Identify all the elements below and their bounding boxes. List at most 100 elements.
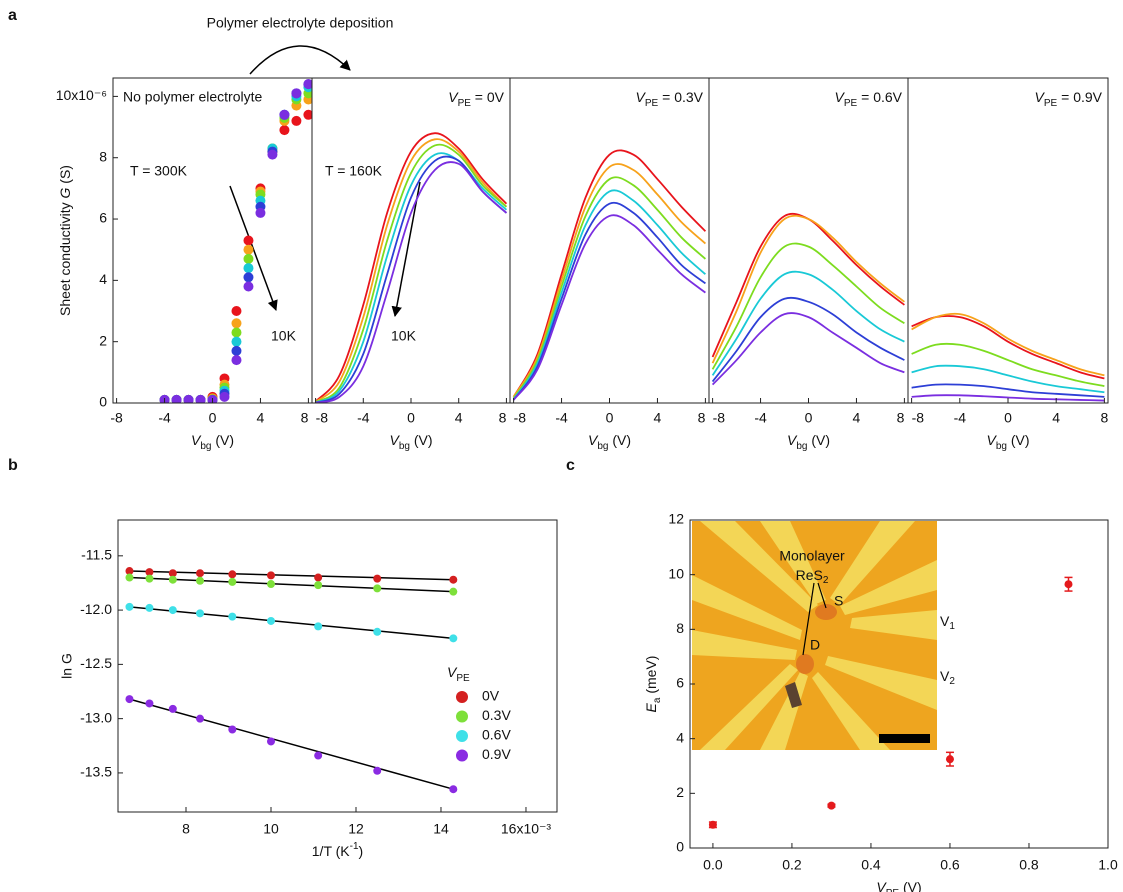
legend-marker xyxy=(456,710,468,723)
inset-label: V2 xyxy=(940,668,955,687)
x-tick-label: 4 xyxy=(455,410,463,426)
label-part: PE xyxy=(844,98,858,109)
y-tick-label: 0 xyxy=(99,394,107,410)
marker xyxy=(243,263,254,274)
curve xyxy=(711,296,905,383)
axis-label: VPE = 0.6V xyxy=(835,89,903,109)
x-tick-label: 10 xyxy=(263,821,279,837)
annotation: T = 160K xyxy=(325,163,383,179)
x-tick-label: 4 xyxy=(654,410,662,426)
marker xyxy=(168,704,177,713)
curve xyxy=(911,364,1105,394)
marker xyxy=(228,570,237,579)
y-tick-label: 6 xyxy=(676,675,684,691)
label-part: V xyxy=(636,89,647,105)
marker xyxy=(228,577,237,586)
annotation: 10K xyxy=(391,328,417,344)
x-tick-label: -8 xyxy=(514,410,527,426)
marker xyxy=(243,281,254,292)
marker xyxy=(196,569,205,578)
legend-label: 0.6V xyxy=(482,727,511,743)
plot-frame xyxy=(117,519,558,813)
axis-label: Vbg (V) xyxy=(986,432,1029,452)
y-tick-label: 6 xyxy=(99,210,107,226)
marker xyxy=(373,584,382,593)
fit-line xyxy=(129,576,454,593)
plot-area xyxy=(125,567,458,794)
y-tick-label: -13.5 xyxy=(80,764,112,780)
y-tick-label: 2 xyxy=(676,784,684,800)
deposition-label: Polymer electrolyte deposition xyxy=(207,15,394,31)
label-part: 1/T (K xyxy=(312,843,351,859)
marker xyxy=(243,235,254,246)
chart-title: No polymer electrolyte xyxy=(123,89,262,105)
marker xyxy=(373,627,382,636)
axis-label: VPE = 0.9V xyxy=(1035,89,1103,109)
arrow xyxy=(391,181,421,318)
label-part: bg xyxy=(399,441,410,452)
marker xyxy=(708,820,717,829)
x-tick-label: 0.2 xyxy=(782,857,802,873)
x-tick-label: -4 xyxy=(357,410,370,426)
marker xyxy=(243,253,254,264)
curve xyxy=(911,394,1105,402)
marker xyxy=(231,327,242,338)
y-tick-label: 10x10⁻⁶ xyxy=(56,87,107,103)
x-tick-label: -8 xyxy=(713,410,726,426)
marker xyxy=(196,714,205,723)
y-tick-label: -12.5 xyxy=(80,655,112,671)
marker xyxy=(228,725,237,734)
label-part: (S) xyxy=(57,165,73,188)
x-tick-label: -4 xyxy=(158,410,171,426)
curve xyxy=(512,201,706,401)
marker xyxy=(228,612,237,621)
inset-label: V1 xyxy=(940,613,955,632)
marker xyxy=(314,751,323,760)
y-tick-label: -13.0 xyxy=(80,709,112,725)
marker xyxy=(125,695,134,704)
label-part: (V) xyxy=(211,432,234,448)
label-part: V xyxy=(389,432,400,448)
legend-label: 0.9V xyxy=(482,746,511,762)
axis-label: Vbg (V) xyxy=(191,432,234,452)
label-part: (meV) xyxy=(643,656,659,698)
y-tick-label: 4 xyxy=(676,729,684,745)
label-part: a xyxy=(652,697,663,703)
inset-image xyxy=(692,521,937,750)
inset-label: D xyxy=(810,637,820,653)
label-part: (V) xyxy=(899,879,922,892)
marker xyxy=(231,355,242,366)
panel-label: b xyxy=(8,457,18,474)
y-tick-label: 12 xyxy=(668,511,684,527)
y-tick-label: 0 xyxy=(676,839,684,855)
marker xyxy=(231,306,242,317)
marker xyxy=(145,574,154,583)
marker xyxy=(314,573,323,582)
y-tick-label: 4 xyxy=(99,271,107,287)
marker xyxy=(168,575,177,584)
marker xyxy=(267,149,278,160)
plot-frame xyxy=(907,77,1109,404)
inset-label-sub: 2 xyxy=(949,676,955,687)
label-part: V xyxy=(835,89,846,105)
x-tick-label: 8 xyxy=(182,821,190,837)
curve xyxy=(911,315,1105,380)
marker xyxy=(303,79,312,90)
marker xyxy=(125,567,134,576)
x-tick-label: 16x10⁻³ xyxy=(501,821,552,837)
x-tick-label: 8 xyxy=(897,410,905,426)
curve xyxy=(512,149,707,398)
marker xyxy=(279,125,290,136)
marker xyxy=(1064,580,1073,589)
inset-label: ReS2 xyxy=(796,567,829,586)
label-part: V xyxy=(1035,89,1046,105)
y-tick-label: -11.5 xyxy=(81,547,112,563)
curve xyxy=(512,176,707,399)
curve xyxy=(314,132,508,403)
curve xyxy=(711,214,905,364)
curve xyxy=(314,138,508,403)
x-tick-label: 8 xyxy=(499,410,507,426)
legend-label: 0V xyxy=(482,688,500,704)
x-tick-label: 0 xyxy=(407,410,415,426)
label-part: (V) xyxy=(608,432,631,448)
